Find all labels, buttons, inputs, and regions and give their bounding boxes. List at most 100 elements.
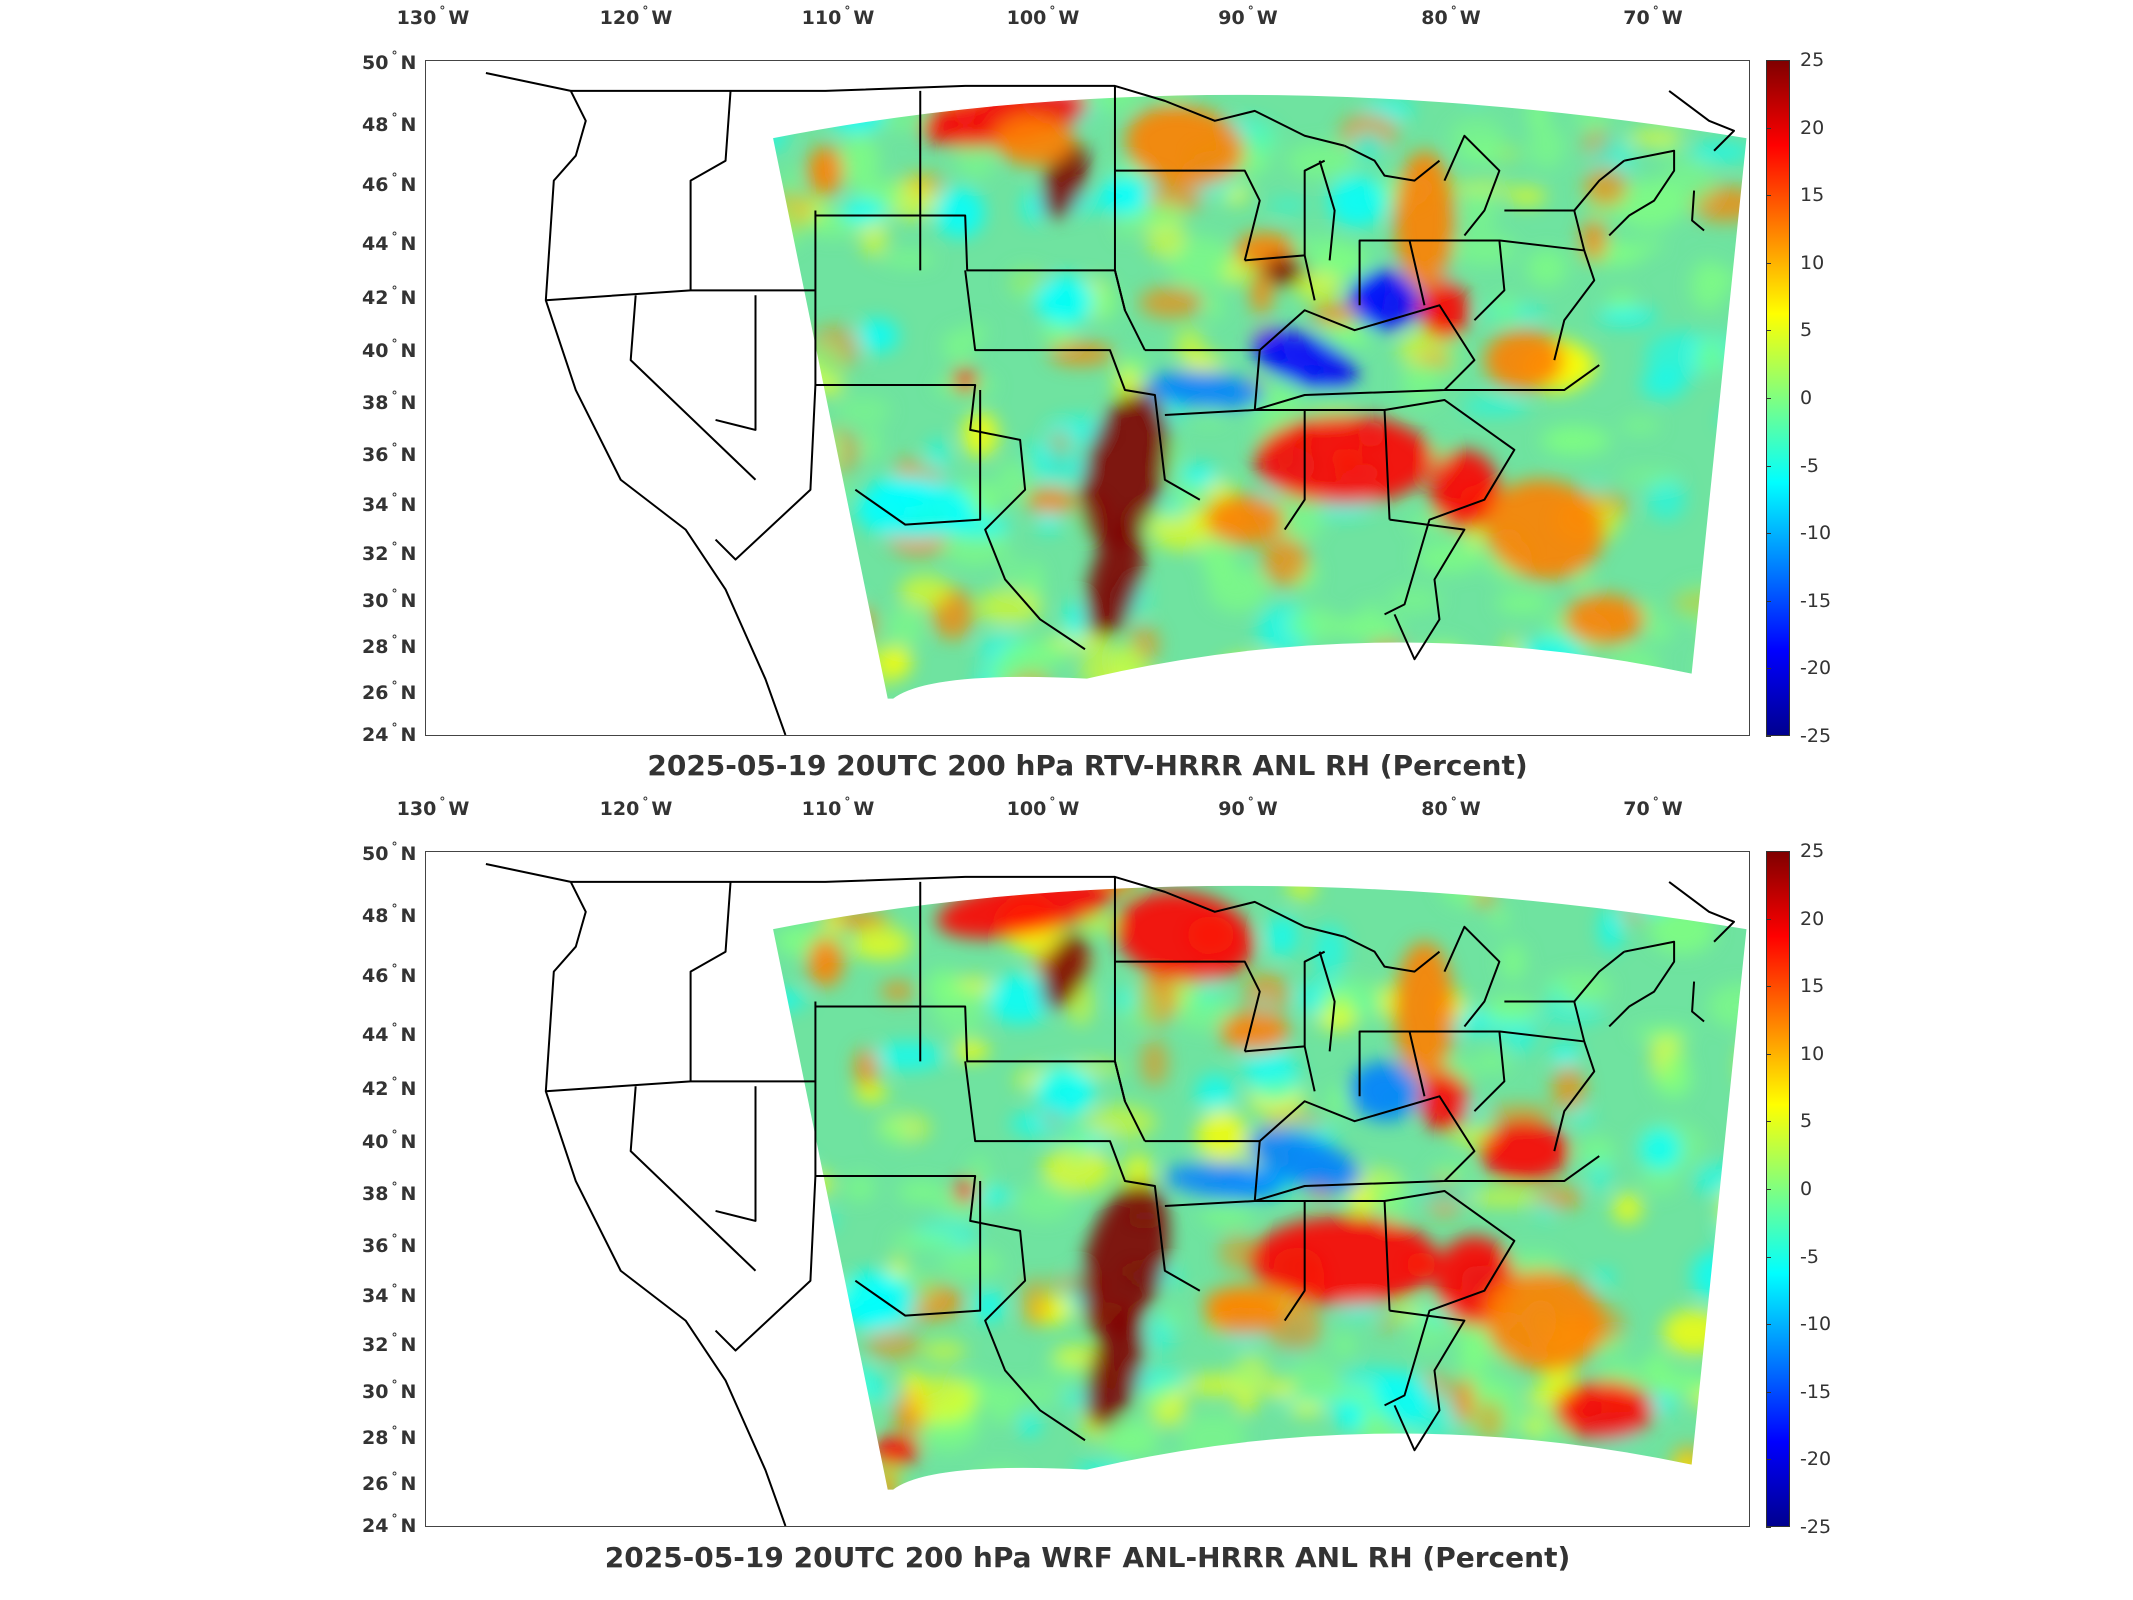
colorbar-tick [1766,1189,1771,1190]
boundary-line [1344,935,1441,973]
boundary-line [1114,169,1261,261]
colorbar-tick-label: 10 [1800,251,1825,274]
longitude-value: 120 [599,798,640,820]
latitude-hemisphere: N [400,1427,417,1450]
latitude-label: 40 ° N [362,337,417,362]
latitude-value: 48 [362,113,389,136]
latitude-hemisphere: N [400,543,417,566]
degree-symbol: ° [391,1127,398,1142]
degree-symbol: ° [391,1424,398,1439]
latitude-label: 36 ° N [362,1232,417,1257]
longitude-hemisphere: W [1661,7,1683,29]
degree-symbol: ° [642,4,649,18]
longitude-hemisphere: W [448,798,470,820]
latitude-value: 34 [362,494,389,517]
degree-symbol: ° [391,389,398,404]
longitude-value: 110 [801,7,842,29]
latitude-hemisphere: N [400,904,417,927]
colorbar-tick [1766,986,1771,988]
boundary-line [1113,876,1146,1142]
longitude-label: 120 ° W [600,4,673,29]
latitude-value: 40 [362,1130,389,1153]
boundary-line [714,1001,817,1352]
latitude-label: 34 ° N [362,1282,417,1308]
degree-symbol: ° [391,679,398,694]
longitude-value: 70 [1623,7,1650,29]
boundary-line [1573,1001,1586,1042]
colorbar-tick-label: -5 [1800,1245,1819,1268]
colorbar-tick-label: 15 [1800,975,1825,998]
longitude-value: 70 [1623,798,1650,820]
latitude-value: 28 [362,636,389,659]
boundary-line [1443,134,1501,237]
longitude-label: 70 ° W [1623,4,1683,29]
degree-symbol: ° [391,1020,398,1035]
latitude-value: 26 [362,682,389,705]
boundary-line [1303,159,1326,256]
latitude-value: 28 [362,1427,389,1450]
latitude-label: 32 ° N [362,540,417,566]
colorbar-tick-label: 5 [1800,1110,1813,1133]
longitude-value: 110 [801,798,842,820]
latitude-label: 28 ° N [362,1424,417,1450]
colorbar-tick [1766,668,1771,670]
latitude-label: 38 ° N [362,1180,416,1205]
latitude-hemisphere: N [400,1130,417,1153]
boundary-line [570,84,1345,147]
longitude-hemisphere: W [1256,7,1278,29]
latitude-hemisphere: N [400,286,417,309]
boundary-line [964,1061,1201,1292]
colorbar-tick-label: 20 [1800,907,1825,930]
longitude-label: 110 ° W [801,795,875,820]
latitude-value: 46 [362,965,389,988]
latitude-hemisphere: N [400,1285,417,1308]
latitude-label: 46 ° N [362,171,417,197]
degree-symbol: ° [391,633,398,648]
boundary-line [570,875,1345,938]
boundary-line [1409,239,1506,321]
boundary-line [854,390,982,526]
latitude-label: 40 ° N [362,1127,417,1153]
boundary-line [1244,1045,1316,1092]
latitude-hemisphere: N [400,1023,417,1046]
latitude-hemisphere: N [400,1234,417,1257]
colorbar-tick [1766,533,1771,535]
colorbar-tick-label: -10 [1800,1313,1832,1336]
latitude-hemisphere: N [400,392,417,415]
latitude-hemisphere: N [400,636,417,659]
state-boundaries [485,71,1736,735]
longitude-hemisphere: W [1058,798,1080,820]
colorbar-tick [1766,398,1771,399]
latitude-label: 28 ° N [362,633,417,659]
latitude-hemisphere: N [400,339,417,362]
boundary-line [1443,925,1501,1028]
map-bottom[interactable] [425,851,1750,1527]
boundary-line [854,1181,982,1317]
latitude-label: 48 ° N [362,111,416,136]
boundary-line [1318,160,1336,261]
boundary-line [1303,950,1326,1047]
latitude-hemisphere: N [400,174,417,197]
longitude-value: 80 [1421,7,1448,29]
colorbar-tick [1766,1324,1771,1326]
longitude-label: 80 ° W [1421,4,1480,29]
map-top[interactable] [425,60,1750,736]
boundary-line [1384,1189,1516,1407]
boundary-line [629,295,757,481]
colorbar-tick [1766,1391,1771,1393]
latitude-value: 42 [362,1077,389,1100]
boundary-line [1409,1030,1506,1112]
colorbar-tick-label: 25 [1800,49,1825,71]
degree-symbol: ° [391,540,398,555]
latitude-hemisphere: N [400,1473,417,1496]
degree-symbol: ° [1247,4,1254,18]
latitude-label: 44 ° N [362,1020,417,1046]
longitude-value: 90 [1218,7,1245,29]
boundary-line [545,289,816,302]
longitude-label: 70 ° W [1623,795,1682,820]
colorbar-tick [1766,1256,1771,1258]
longitude-label: 80 ° W [1421,795,1480,820]
latitude-value: 44 [362,232,389,255]
degree-symbol: ° [391,1470,398,1485]
boundary-line [1389,518,1466,661]
